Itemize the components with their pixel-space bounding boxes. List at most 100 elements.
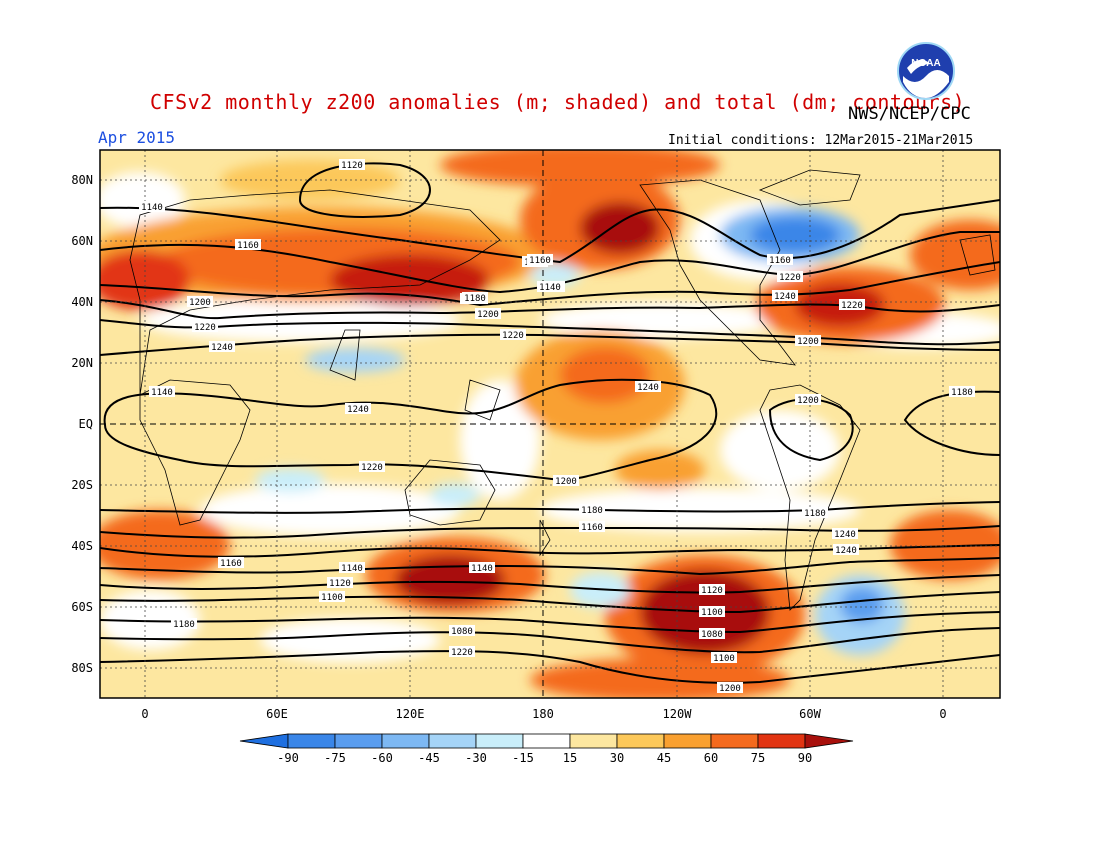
svg-text:1220: 1220: [194, 323, 216, 333]
contour-value-label: 1080: [699, 628, 725, 640]
svg-text:1240: 1240: [834, 530, 856, 540]
latitude-label: EQ: [79, 417, 93, 431]
contour-value-label: 1200: [717, 682, 743, 694]
latitude-label: 60S: [71, 600, 93, 614]
svg-text:1100: 1100: [321, 593, 343, 603]
colorbar-tick-label: -90: [277, 751, 299, 765]
contour-value-label: 1220: [839, 299, 865, 311]
colorbar-left-arrow: [239, 733, 289, 749]
svg-text:1200: 1200: [719, 684, 741, 694]
svg-text:1180: 1180: [173, 620, 195, 630]
contour-value-label: 1120: [339, 159, 365, 171]
longitude-label: 120E: [396, 707, 425, 721]
contour-value-label: 1080: [449, 625, 475, 637]
contour-value-label: 1200: [475, 308, 501, 320]
svg-text:1220: 1220: [361, 463, 383, 473]
colorbar-box: [287, 733, 336, 749]
contour-value-label: 1140: [339, 562, 365, 574]
reference-lines: [100, 150, 1000, 698]
svg-text:1140: 1140: [341, 564, 363, 574]
svg-text:1200: 1200: [189, 298, 211, 308]
noaa-logo-icon: NOAA: [897, 42, 955, 100]
colorbar-tick-label: -15: [512, 751, 534, 765]
contour-value-label: 1240: [209, 341, 235, 353]
svg-text:1140: 1140: [471, 564, 493, 574]
colorbar-box: [428, 733, 477, 749]
svg-text:1160: 1160: [581, 523, 603, 533]
contour-value-label: 1160: [527, 254, 553, 266]
longitude-label: 0: [141, 707, 148, 721]
svg-text:1160: 1160: [220, 559, 242, 569]
colorbar-tick-label: -75: [324, 751, 346, 765]
contour-value-label: 1120: [327, 577, 353, 589]
svg-text:1160: 1160: [237, 241, 259, 251]
svg-text:1140: 1140: [539, 283, 561, 293]
colorbar-box: [757, 733, 806, 749]
svg-text:1240: 1240: [637, 383, 659, 393]
contour-value-label: 1140: [469, 562, 495, 574]
longitude-label: 60W: [799, 707, 821, 721]
contour-value-label: 1100: [699, 606, 725, 618]
svg-text:1120: 1120: [701, 586, 723, 596]
svg-text:1200: 1200: [477, 310, 499, 320]
contour-value-label: 1180: [949, 386, 975, 398]
latitude-label: 80N: [71, 173, 93, 187]
latitude-label: 80S: [71, 661, 93, 675]
contour-labels: 1120 1140 1160 1180 1200 1220 1240 1140 1160 1180…: [139, 159, 975, 694]
svg-text:1180: 1180: [951, 388, 973, 398]
svg-text:1140: 1140: [151, 388, 173, 398]
contour-value-label: 1240: [772, 290, 798, 302]
svg-text:1200: 1200: [797, 396, 819, 406]
svg-text:1240: 1240: [774, 292, 796, 302]
contour-value-label: 1220: [359, 461, 385, 473]
contour-value-label: 1140: [537, 281, 563, 293]
svg-text:1080: 1080: [701, 630, 723, 640]
contour-value-label: 1180: [802, 507, 828, 519]
latitude-label: 40N: [71, 295, 93, 309]
longitude-label: 60E: [266, 707, 288, 721]
contour-value-label: 1220: [777, 271, 803, 283]
contour-value-label: 1120: [699, 584, 725, 596]
svg-text:1080: 1080: [451, 627, 473, 637]
contour-value-label: 1160: [767, 254, 793, 266]
contour-value-label: 1220: [449, 646, 475, 658]
svg-text:1220: 1220: [502, 331, 524, 341]
svg-text:1160: 1160: [529, 256, 551, 266]
contour-value-label: 1220: [500, 329, 526, 341]
contour-value-label: 1200: [795, 335, 821, 347]
axis-labels: 80N 60N 40N 20N EQ 20S 40S 60S 80S 0 60E 120E 180 120…: [71, 173, 946, 721]
latitude-label: 20S: [71, 478, 93, 492]
svg-text:1200: 1200: [797, 337, 819, 347]
colorbar-tick-label: 45: [657, 751, 671, 765]
contour-value-label: 1180: [171, 618, 197, 630]
contour-value-label: 1160: [218, 557, 244, 569]
svg-text:1120: 1120: [341, 161, 363, 171]
contour-value-label: 1180: [579, 504, 605, 516]
svg-text:1120: 1120: [329, 579, 351, 589]
contour-value-label: 1240: [345, 403, 371, 415]
colorbar-tick-label: 15: [563, 751, 577, 765]
contour-value-label: 1240: [832, 528, 858, 540]
colorbar-box: [663, 733, 712, 749]
contour-value-label: 1220: [192, 321, 218, 333]
latitude-label: 40S: [71, 539, 93, 553]
svg-text:1180: 1180: [464, 294, 486, 304]
contour-value-label: 1100: [319, 591, 345, 603]
contour-value-label: 1180: [462, 292, 488, 304]
svg-text:1220: 1220: [841, 301, 863, 311]
colorbar-box: [334, 733, 383, 749]
map-frame: [99, 149, 1001, 699]
contour-value-label: 1240: [635, 381, 661, 393]
colorbar-box: [569, 733, 618, 749]
agency-label: NWS/NCEP/CPC: [848, 104, 971, 124]
contour-value-label: 1100: [711, 652, 737, 664]
contour-value-label: 1160: [235, 239, 261, 251]
colorbar-tick-label: 60: [704, 751, 718, 765]
contour-value-label: 1200: [553, 475, 579, 487]
forecast-month: Apr 2015: [98, 128, 176, 147]
coastlines: [129, 169, 996, 611]
svg-text:1200: 1200: [555, 477, 577, 487]
contour-value-label: 1240: [833, 544, 859, 556]
contour-value-label: 1200: [795, 394, 821, 406]
